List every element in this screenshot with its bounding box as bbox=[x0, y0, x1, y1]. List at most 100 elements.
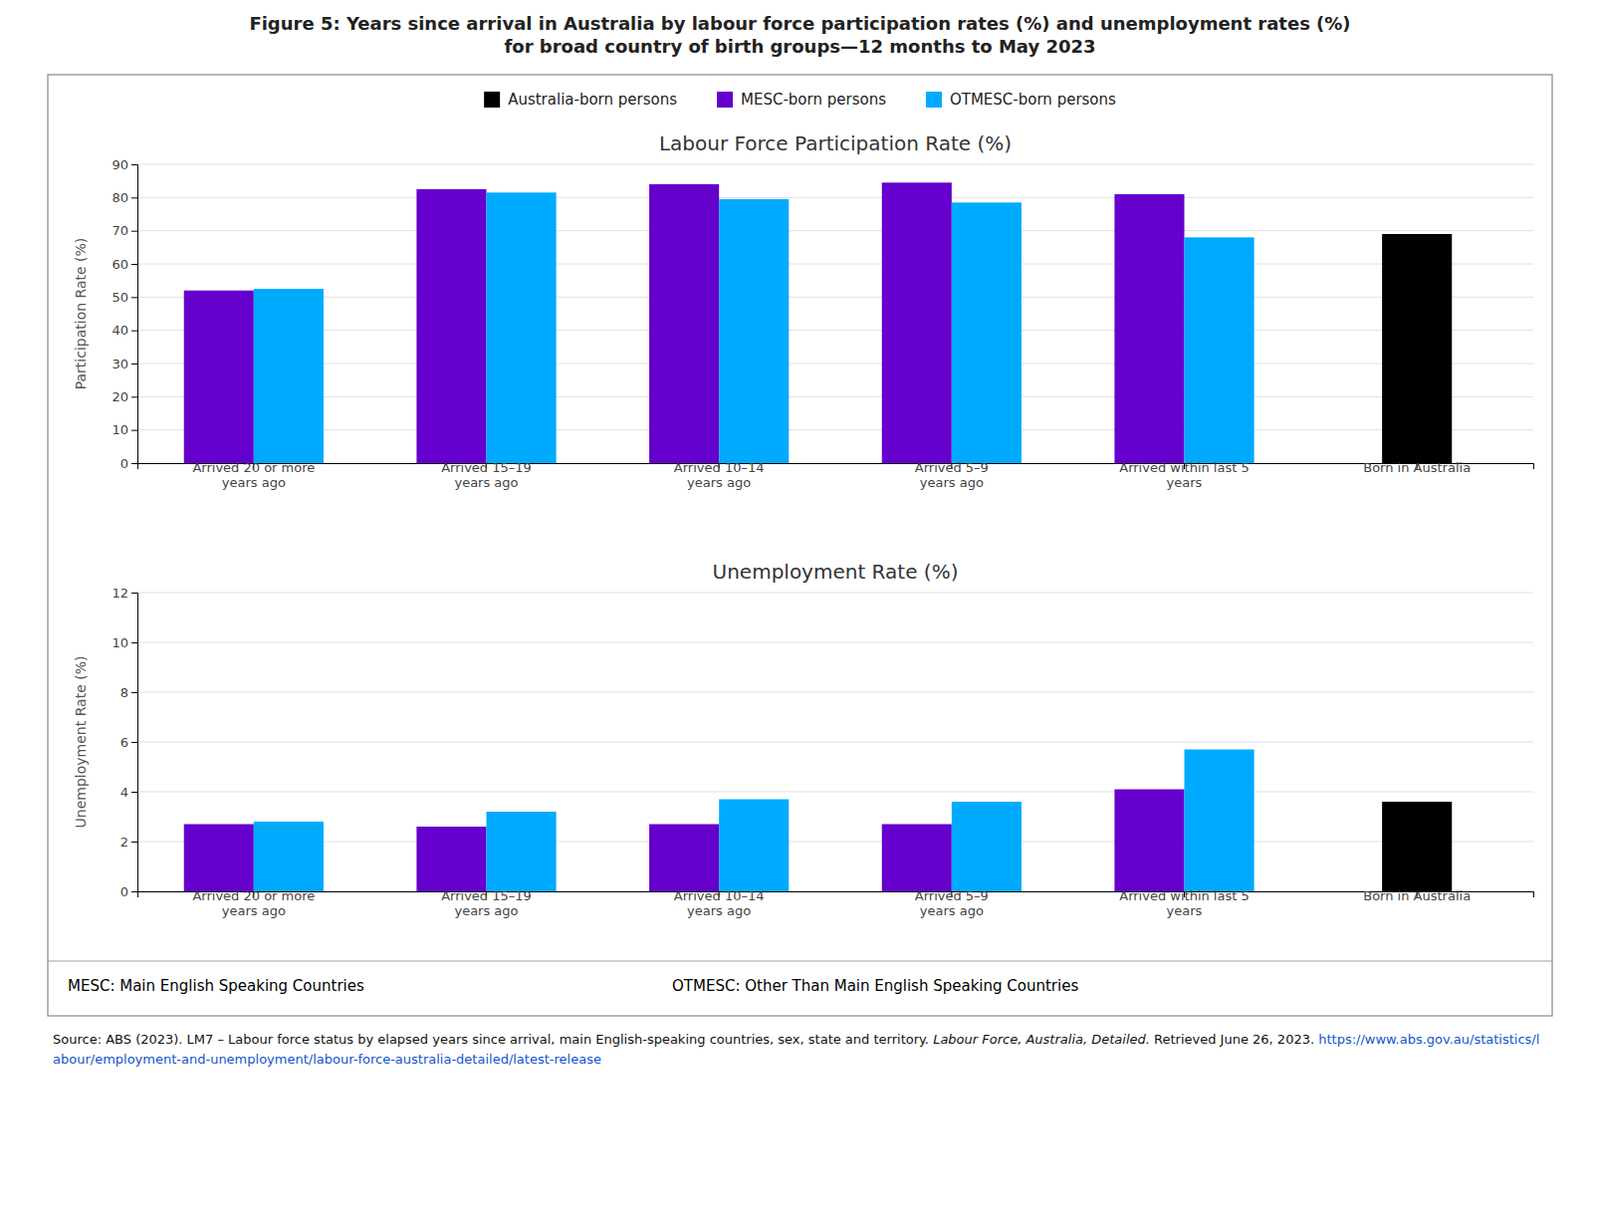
x-tick-line: years ago bbox=[454, 474, 518, 490]
bar bbox=[951, 801, 1022, 892]
y-tick: 6 bbox=[120, 734, 138, 750]
x-tick-line: Arrived within last 5 bbox=[1119, 459, 1249, 475]
grid-line bbox=[137, 329, 1534, 331]
y-tick-label: 40 bbox=[111, 322, 129, 338]
y-tick: 0 bbox=[120, 884, 138, 900]
y-tick-mark bbox=[131, 741, 138, 743]
x-tick-label: Born in Australia bbox=[1363, 888, 1471, 904]
figure-title: Figure 5: Years since arrival in Austral… bbox=[248, 12, 1351, 57]
bar bbox=[1184, 236, 1255, 463]
legend-label: MESC-born persons bbox=[740, 90, 887, 109]
y-tick-mark bbox=[131, 891, 138, 893]
chart: Unemployment Rate (%)Arrived 20 or morey… bbox=[72, 559, 1535, 918]
y-tick-label: 8 bbox=[120, 685, 129, 700]
grid-line bbox=[137, 841, 1534, 843]
bar bbox=[253, 821, 324, 892]
y-axis-label: Participation Rate (%) bbox=[72, 237, 89, 391]
y-tick: 12 bbox=[111, 585, 138, 601]
x-tick-line: Arrived 10–14 bbox=[674, 888, 765, 904]
x-tick-line: years bbox=[1166, 903, 1203, 918]
bar bbox=[1381, 801, 1452, 892]
y-tick-label: 60 bbox=[111, 256, 129, 272]
y-tick: 10 bbox=[111, 635, 138, 651]
x-tick-line: years ago bbox=[454, 903, 518, 918]
bar bbox=[718, 799, 789, 893]
bar bbox=[718, 199, 789, 463]
y-tick-mark bbox=[131, 263, 138, 265]
bar bbox=[416, 826, 486, 892]
source-text: Source: ABS (2023). LM7 – Labour force s… bbox=[52, 1031, 929, 1047]
separator bbox=[47, 960, 1553, 962]
x-tick-line: Arrived 10–14 bbox=[674, 459, 765, 475]
y-tick-mark bbox=[131, 363, 138, 365]
y-tick-label: 4 bbox=[120, 784, 129, 800]
x-tick: Arrived 5–9years ago bbox=[914, 459, 989, 490]
frame bbox=[47, 74, 1553, 1016]
x-tick-line: Arrived 15–19 bbox=[441, 888, 532, 904]
y-tick-label: 0 bbox=[120, 456, 129, 471]
x-axis: Arrived 20 or moreyears ago Arrived 15–19… bbox=[138, 888, 1535, 918]
x-tick-label: Arrived 15–19years ago bbox=[441, 888, 532, 918]
y-tick-mark bbox=[131, 691, 138, 693]
x-tick: Arrived 20 or moreyears ago bbox=[192, 888, 315, 918]
grid-line bbox=[137, 296, 1534, 298]
axis-domain bbox=[138, 892, 1535, 899]
axis-domain bbox=[138, 463, 1535, 470]
y-tick-label: 12 bbox=[111, 585, 129, 601]
x-tick-line: Arrived 5–9 bbox=[914, 459, 989, 475]
grid-line bbox=[137, 396, 1534, 398]
grid-line bbox=[137, 197, 1534, 199]
y-tick-mark bbox=[131, 230, 138, 232]
space bbox=[1149, 1031, 1154, 1047]
y-tick-mark bbox=[131, 791, 138, 793]
y-tick-label: 0 bbox=[120, 884, 129, 900]
y-axis: 0102030405060708090 bbox=[111, 157, 138, 471]
x-tick-label: Arrived 20 or moreyears ago bbox=[192, 459, 315, 490]
y-tick: 40 bbox=[111, 322, 138, 338]
grid-line bbox=[137, 164, 1534, 166]
x-tick-label: Born in Australia bbox=[1363, 459, 1471, 475]
legend-item: OTMESC-born persons bbox=[925, 90, 1117, 109]
bar bbox=[649, 824, 719, 893]
x-tick-line: years ago bbox=[686, 474, 751, 490]
y-tick-label: 30 bbox=[111, 356, 129, 372]
bar bbox=[1184, 749, 1255, 893]
x-tick: Arrived 5–9years ago bbox=[914, 888, 989, 918]
x-tick: Arrived within last 5years bbox=[1119, 459, 1249, 490]
x-tick-line: Arrived 20 or more bbox=[192, 459, 315, 475]
y-tick: 70 bbox=[111, 223, 138, 238]
y-tick-mark bbox=[131, 164, 138, 166]
grid-line bbox=[137, 691, 1534, 693]
space bbox=[928, 1031, 933, 1047]
y-tick-mark bbox=[131, 642, 138, 644]
legend-swatch bbox=[483, 91, 500, 108]
legend-label: OTMESC-born persons bbox=[949, 90, 1117, 109]
y-tick-mark bbox=[131, 296, 138, 298]
y-tick-mark bbox=[131, 396, 138, 398]
x-tick-line: years bbox=[1166, 474, 1203, 490]
y-tick-label: 6 bbox=[120, 734, 129, 750]
chart-title: Labour Force Participation Rate (%) bbox=[659, 131, 1012, 156]
y-tick-label: 80 bbox=[111, 190, 129, 206]
x-tick-label: Arrived 20 or moreyears ago bbox=[192, 888, 315, 918]
bar bbox=[1114, 789, 1184, 893]
x-tick-label: Arrived within last 5years bbox=[1119, 888, 1249, 918]
source: Source: ABS (2023). LM7 – Labour force s… bbox=[52, 1029, 1547, 1070]
y-tick: 2 bbox=[120, 834, 138, 850]
y-tick-label: 90 bbox=[111, 157, 129, 173]
title-line: Figure 5: Years since arrival in Austral… bbox=[248, 12, 1351, 34]
y-tick-label: 10 bbox=[111, 422, 129, 438]
footnote: OTMESC: Other Than Main English Speaking… bbox=[672, 976, 1079, 995]
y-tick-label: 2 bbox=[120, 834, 129, 850]
x-tick-line: years ago bbox=[919, 474, 984, 490]
x-tick: Born in Australia bbox=[1363, 888, 1471, 904]
x-tick-label: Arrived 5–9years ago bbox=[914, 888, 989, 918]
source-text: Retrieved June 26, 2023. bbox=[1153, 1031, 1315, 1047]
bar bbox=[882, 824, 952, 893]
bar bbox=[184, 290, 254, 463]
bar bbox=[1381, 233, 1452, 463]
x-tick: Arrived 10–14years ago bbox=[674, 459, 765, 490]
bar bbox=[184, 824, 254, 893]
legend-label: Australia-born persons bbox=[507, 90, 678, 109]
y-tick: 90 bbox=[111, 157, 138, 173]
